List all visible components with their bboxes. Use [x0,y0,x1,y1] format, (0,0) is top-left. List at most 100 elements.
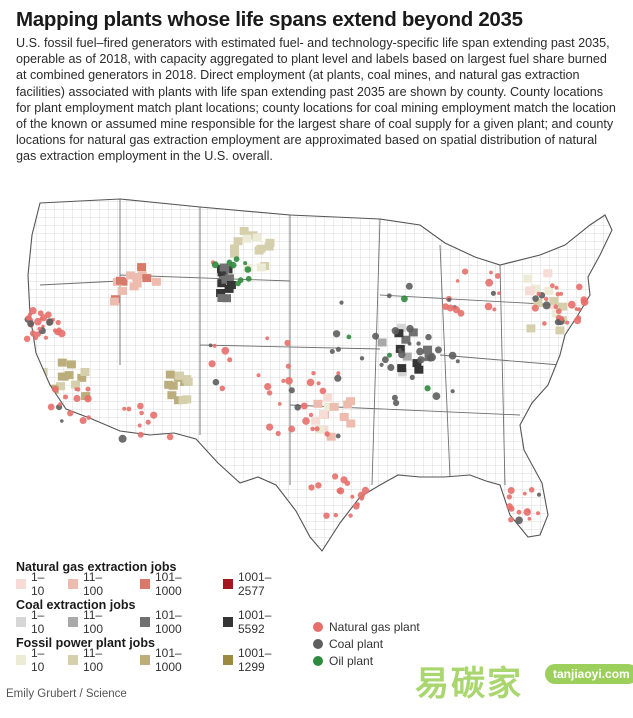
plant-marker [314,426,320,432]
plant-marker [555,291,561,297]
plant-marker [559,291,564,296]
plant-marker [359,356,365,361]
plant-marker [85,386,91,392]
coal-plant-dot-icon [313,638,323,649]
county-fill [402,352,412,361]
plant-marker [219,385,226,392]
gas-legend-item: 101–1000 [140,570,182,598]
plant-marker [506,494,512,500]
county-fill [551,309,561,318]
plant-marker [387,364,395,371]
county-fill [165,370,175,379]
plant-jobs-swatch-3 [140,655,150,665]
plant-marker [532,295,539,302]
county-fill [126,271,135,280]
coal-plant-label: Coal plant [329,636,384,651]
plant-jobs-legend-item: 1–10 [16,646,44,674]
county-fill [558,302,568,311]
plant-marker [150,411,158,419]
plant-jobs-label-3: 101–1000 [155,646,182,674]
gas-swatch-2 [68,579,78,589]
plant-marker [536,291,541,296]
county-fill [313,399,323,408]
plant-marker [536,511,540,516]
plant-marker [34,317,42,326]
county-fill [533,299,543,307]
county-fill [544,286,554,295]
plant-marker [275,430,281,437]
plant-marker [528,487,535,493]
map-title: Mapping plants whose life spans extend b… [16,8,523,31]
county-fill [109,297,119,306]
coal-label-2: 11–100 [83,608,104,636]
plant-marker [37,310,44,317]
plant-marker [266,423,274,431]
county-fill [329,402,339,411]
gas-label-1: 1–10 [31,570,45,598]
plant-marker [554,285,559,290]
plant-jobs-legend-item: 101–1000 [140,646,182,674]
county-fill [555,326,565,335]
plant-marker [256,373,261,378]
county-fill [221,275,231,284]
county-fill [265,238,275,247]
county-fill [323,393,333,402]
plant-marker [319,387,327,395]
plant-marker [567,300,576,309]
us-map-svg [23,198,613,552]
plant-marker [244,266,252,273]
plant-marker [523,508,531,516]
plant-marker [576,307,582,312]
plant-markers [23,256,589,525]
plant-jobs-swatch-2 [68,655,78,665]
plant-marker [361,486,370,494]
plant-marker [281,378,286,383]
plant-marker [386,293,392,299]
oil-plant-label: Oil plant [329,653,374,668]
plant-marker [46,318,54,326]
county-fill [137,271,147,280]
county-fill [397,323,406,332]
plant-marker [336,487,343,494]
county-fill [339,413,349,421]
county-fill [525,286,535,295]
plant-marker [41,324,45,329]
plant-marker [432,392,441,400]
county-fill [311,416,321,425]
plant-marker [490,290,496,296]
plant-marker [554,318,562,326]
plant-marker [86,415,91,420]
watermark-badge: tanjiaoyi.com [545,664,633,684]
county-fill [412,359,422,368]
county-fill [326,432,336,441]
plant-marker [33,335,38,341]
plant-marker [417,356,425,364]
plant-marker [485,278,494,287]
plant-marker [531,304,539,312]
county-fill [182,375,192,384]
plant-marker [118,434,127,443]
county-fill [323,402,333,411]
coal-plant-legend-item: Coal plant [313,635,420,652]
plant-marker [237,277,244,284]
plant-marker [294,404,302,411]
county-fill [132,279,142,288]
county-fill [256,263,266,272]
plant-marker [379,362,384,367]
plant-marker [406,324,414,333]
plant-marker [137,423,142,428]
county-fill [239,227,249,235]
plant-marker [405,282,413,290]
plant-marker [316,381,321,386]
county-fill [401,335,411,344]
county-fill [217,294,227,302]
plant-jobs-swatch-1 [16,655,26,665]
plant-marker [332,473,339,480]
county-fill [164,380,174,389]
coal-swatch-2 [68,617,78,627]
plant-marker [336,371,341,376]
plant-marker [516,509,522,515]
plant-marker [372,332,380,340]
county-fill [233,237,243,246]
county-fill [57,372,67,381]
